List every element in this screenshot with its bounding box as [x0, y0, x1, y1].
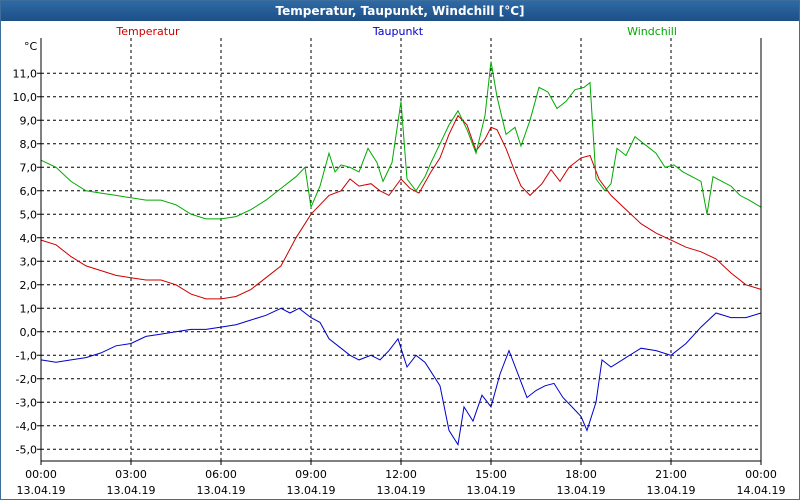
legend-taupunkt: Taupunkt [372, 25, 424, 38]
series-line-temperatur [40, 114, 762, 300]
x-tick-date: 13.04.19 [647, 484, 696, 497]
x-tick-time: 15:00 [475, 468, 507, 481]
x-tick-time: 18:00 [565, 468, 597, 481]
y-tick-label: 10,0 [13, 91, 38, 104]
y-tick-label: 9,0 [20, 114, 38, 127]
x-tick-time: 09:00 [295, 468, 327, 481]
x-tick-date: 13.04.19 [197, 484, 246, 497]
y-tick-label: -5,0 [16, 443, 37, 456]
y-tick-label: 11,0 [13, 67, 38, 80]
y-tick-label: -4,0 [16, 420, 37, 433]
x-tick-date: 13.04.19 [107, 484, 156, 497]
x-tick-time: 06:00 [205, 468, 237, 481]
y-tick-label: 6,0 [20, 185, 38, 198]
y-unit-label: °C [24, 40, 38, 53]
x-tick-date: 13.04.19 [467, 484, 516, 497]
series-lines [40, 61, 762, 446]
labels: -5,0 -4,0 -3,0 -2,0 -1,0 0,0 1,0 2,0 3,0 4,0 5,0 6,… [13, 25, 786, 497]
x-tick-date: 13.04.19 [17, 484, 66, 497]
x-tick-date: 13.04.19 [557, 484, 606, 497]
x-tick-date: 14.04.19 [737, 484, 786, 497]
axes [37, 38, 762, 465]
series-line-windchill [40, 61, 762, 220]
y-tick-label: 1,0 [20, 302, 38, 315]
x-tick-time: 00:00 [25, 468, 57, 481]
y-tick-label: -2,0 [16, 373, 37, 386]
x-tick-time: 21:00 [655, 468, 687, 481]
y-tick-label: 0,0 [20, 326, 38, 339]
x-tick-time: 12:00 [385, 468, 417, 481]
x-tick-date: 13.04.19 [287, 484, 336, 497]
y-tick-label: -3,0 [16, 396, 37, 409]
x-tick-time: 03:00 [115, 468, 147, 481]
y-tick-label: 2,0 [20, 279, 38, 292]
y-tick-label: 5,0 [20, 208, 38, 221]
grid-lines [41, 38, 761, 461]
y-tick-label: 8,0 [20, 138, 38, 151]
y-tick-label: 4,0 [20, 232, 38, 245]
series-line-taupunkt [40, 307, 762, 446]
x-tick-date: 13.04.19 [377, 484, 426, 497]
legend-temperatur: Temperatur [115, 25, 180, 38]
legend-windchill: Windchill [627, 25, 677, 38]
window-title: Temperatur, Taupunkt, Windchill [°C] [1, 1, 799, 21]
y-tick-label: -1,0 [16, 349, 37, 362]
y-tick-label: 7,0 [20, 161, 38, 174]
y-tick-label: 3,0 [20, 255, 38, 268]
x-tick-time: 00:00 [745, 468, 777, 481]
